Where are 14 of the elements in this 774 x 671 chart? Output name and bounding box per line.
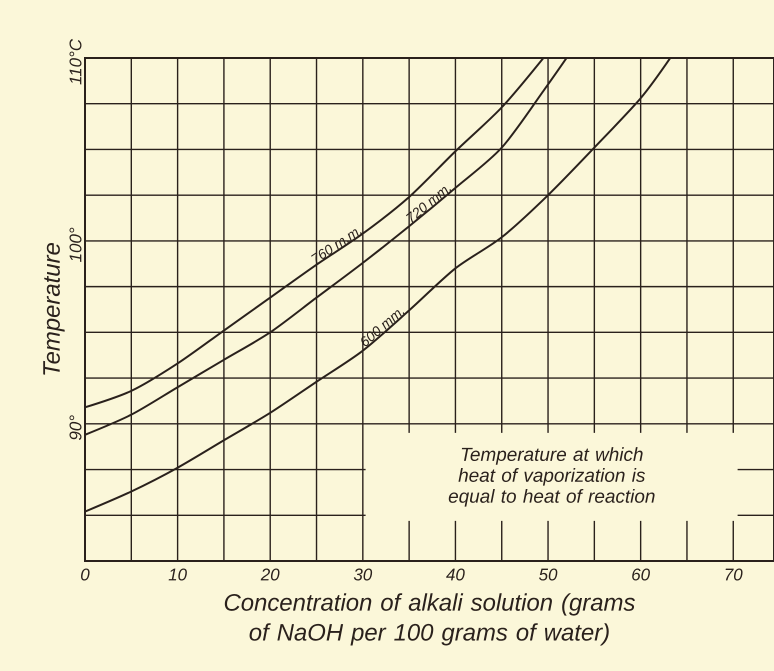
x-axis-title: Concentration of alkali solution (grams of NaOH per 100 grams of water) (224, 593, 635, 646)
x-tick-label: 50 (539, 568, 558, 581)
x-tick-label: 60 (632, 568, 650, 581)
x-tick-label: 30 (354, 568, 372, 581)
y-tick-label: 100° (69, 228, 82, 262)
y-axis-title: Temperature (43, 243, 65, 375)
x-tick-label: 70 (726, 568, 743, 581)
x-tick-label: 40 (446, 568, 465, 581)
y-tick-label: 90° (69, 415, 82, 440)
y-tick-label: 110°C (69, 38, 82, 85)
x-tick-label: 20 (260, 568, 280, 581)
x-tick-label: 10 (168, 568, 187, 581)
x-tick-label: 0 (81, 568, 90, 581)
annotation: Temperature at which heat of vaporization is equal to heat of reaction (448, 447, 655, 507)
